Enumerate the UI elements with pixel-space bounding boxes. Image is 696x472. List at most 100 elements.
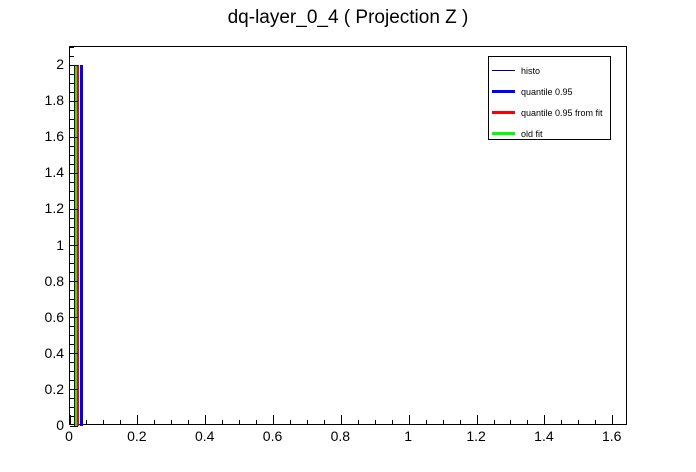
y-minor-tick <box>70 362 74 364</box>
legend-label: histo <box>521 65 541 76</box>
y-major-tick <box>70 281 78 283</box>
y-minor-tick <box>70 145 74 147</box>
y-major-tick <box>70 317 78 319</box>
legend-entry-quantile-095: quantile 0.95 <box>489 81 610 102</box>
y-major-tick <box>70 136 78 138</box>
y-major-tick <box>70 425 78 427</box>
x-minor-tick <box>306 420 308 424</box>
y-minor-tick <box>70 236 74 237</box>
x-tick-label: 1 <box>404 428 413 444</box>
y-tick-label: 0.4 <box>44 344 64 361</box>
legend-label: old fit <box>521 128 543 139</box>
legend-entry-histo: histo <box>489 60 610 81</box>
y-tick-label: 2 <box>56 56 64 73</box>
x-tick-label: 0.2 <box>127 428 147 444</box>
legend-line-quantile-095-from-fit <box>492 111 515 114</box>
x-minor-tick <box>527 420 529 424</box>
y-minor-tick <box>70 254 74 256</box>
y-tick-label: 0 <box>56 417 64 433</box>
x-minor-tick <box>459 420 461 424</box>
x-minor-tick <box>561 420 563 424</box>
series-line-quantile-0-95-from-fit <box>77 65 80 426</box>
x-minor-tick <box>442 420 444 424</box>
y-minor-tick <box>70 398 74 400</box>
x-minor-tick <box>154 420 156 424</box>
y-minor-tick <box>70 127 74 129</box>
y-minor-tick <box>70 55 74 57</box>
legend-line-quantile-095 <box>492 90 515 93</box>
x-major-tick <box>544 415 546 424</box>
y-tick-label: 1 <box>56 236 64 253</box>
y-minor-tick <box>70 380 74 382</box>
y-minor-tick <box>70 290 74 292</box>
y-major-tick <box>70 389 78 391</box>
x-minor-tick <box>357 420 359 424</box>
y-minor-tick <box>70 326 74 328</box>
x-minor-tick <box>222 420 224 424</box>
x-minor-tick <box>595 420 597 424</box>
x-tick-label: 0.8 <box>330 428 351 444</box>
x-major-tick <box>408 415 410 424</box>
legend-line-old-fit <box>492 132 515 135</box>
y-minor-tick <box>70 154 74 156</box>
x-minor-tick <box>103 420 105 424</box>
x-minor-tick <box>86 420 88 424</box>
x-minor-tick <box>493 420 495 424</box>
y-minor-tick <box>70 371 74 373</box>
y-minor-tick <box>70 335 74 337</box>
y-minor-tick <box>70 308 74 310</box>
y-major-tick <box>70 245 78 247</box>
x-minor-tick <box>256 420 258 424</box>
y-minor-tick <box>70 217 74 219</box>
y-minor-tick <box>70 73 74 75</box>
y-minor-tick <box>70 263 74 265</box>
y-minor-tick <box>70 226 74 228</box>
y-minor-tick <box>70 272 74 274</box>
y-major-tick <box>70 172 78 174</box>
x-major-tick <box>205 415 207 424</box>
legend-entry-quantile-095-from-fit: quantile 0.95 from fit <box>489 102 610 123</box>
x-major-tick <box>612 415 614 424</box>
x-minor-tick <box>171 420 173 424</box>
x-major-tick <box>476 415 478 424</box>
y-major-tick <box>70 64 78 66</box>
series-line-quantile-0-95 <box>80 65 84 426</box>
y-tick-label: 1.2 <box>44 200 64 217</box>
x-tick-label: 0.4 <box>194 428 215 444</box>
y-minor-tick <box>70 181 74 183</box>
y-minor-tick <box>70 416 74 418</box>
y-tick-label: 1.6 <box>44 128 64 145</box>
y-minor-tick <box>70 109 74 111</box>
x-minor-tick <box>239 420 241 424</box>
y-minor-tick <box>70 190 74 192</box>
x-tick-label: 1.2 <box>466 428 486 444</box>
x-tick-label: 1.4 <box>534 428 554 444</box>
x-tick-label: 1.6 <box>602 428 622 444</box>
x-tick-label: 0 <box>65 428 73 444</box>
y-minor-tick <box>70 344 74 346</box>
x-minor-tick <box>374 420 376 424</box>
legend-label: quantile 0.95 from fit <box>521 107 603 118</box>
legend-label: quantile 0.95 <box>521 86 573 97</box>
y-minor-tick <box>70 299 74 301</box>
y-minor-tick <box>70 91 74 93</box>
x-major-tick <box>273 415 275 424</box>
y-minor-tick <box>70 82 74 84</box>
y-minor-tick <box>70 118 74 120</box>
y-major-tick <box>70 208 78 210</box>
y-tick-label: 1.4 <box>44 164 64 181</box>
x-minor-tick <box>578 420 580 424</box>
y-tick-label: 0.2 <box>44 380 64 397</box>
x-minor-tick <box>391 420 393 424</box>
legend-box: histo quantile 0.95 quantile 0.95 from f… <box>488 56 611 140</box>
x-major-tick <box>340 415 342 424</box>
y-minor-tick <box>70 407 74 409</box>
y-tick-label: 1.8 <box>44 92 64 109</box>
y-tick-label: 0.6 <box>44 308 64 325</box>
y-minor-tick <box>70 163 74 165</box>
x-tick-label: 0.6 <box>262 428 283 444</box>
x-major-tick <box>69 415 71 424</box>
y-minor-tick <box>70 46 74 48</box>
plot-title: dq-layer_0_4 ( Projection Z ) <box>227 7 469 28</box>
